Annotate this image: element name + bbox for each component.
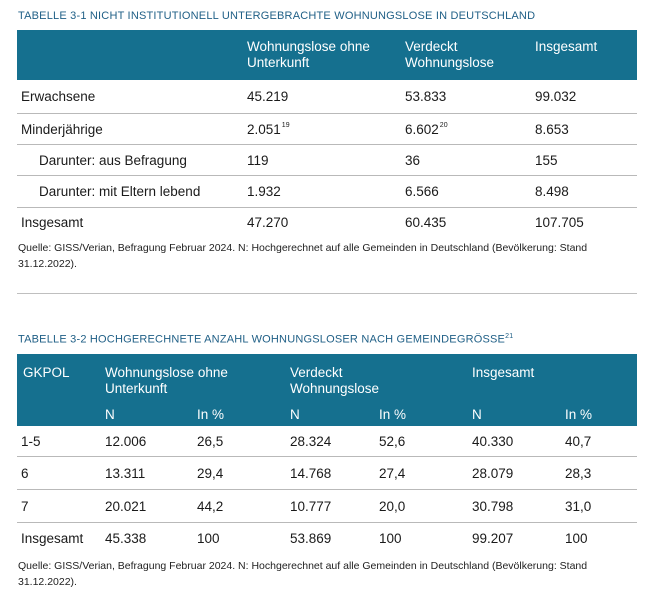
value-n: 40.330 bbox=[472, 433, 514, 449]
row-label: 1-5 bbox=[21, 433, 41, 449]
value-percent: 52,6 bbox=[379, 433, 406, 449]
subheader-percent: In % bbox=[379, 407, 407, 422]
table1-source: Quelle: GISS/Verian, Befragung Februar 2… bbox=[18, 242, 588, 270]
table2-source: Quelle: GISS/Verian, Befragung Februar 2… bbox=[18, 560, 588, 588]
value-verdeckt: 53.833 bbox=[405, 89, 447, 104]
value-n: 28.079 bbox=[472, 465, 514, 481]
value-ohne-unterkunft: 47.270 bbox=[247, 214, 289, 230]
value-n: 53.869 bbox=[290, 530, 332, 546]
row-label: Darunter: aus Befragung bbox=[39, 152, 187, 168]
value-percent: 26,5 bbox=[197, 433, 224, 449]
value-insgesamt: 99.032 bbox=[535, 89, 577, 104]
value-insgesamt: 8.498 bbox=[535, 184, 569, 199]
table-row: Insgesamt 45.338 100 53.869 100 99.207 1… bbox=[17, 523, 637, 553]
value-n: 20.021 bbox=[105, 498, 147, 514]
value-insgesamt: 107.705 bbox=[535, 214, 584, 230]
value-n: 99.207 bbox=[472, 530, 514, 546]
value-percent: 100 bbox=[197, 530, 220, 546]
value-n: 10.777 bbox=[290, 498, 332, 514]
value-n: 30.798 bbox=[472, 498, 514, 514]
divider bbox=[17, 293, 637, 294]
table2-header-unterkunft: Wohnungslose ohne Unterkunft bbox=[105, 365, 228, 396]
row-label: Insgesamt bbox=[21, 214, 84, 230]
row-label: Erwachsene bbox=[21, 89, 96, 104]
table1-header-unterkunft: Wohnungslose ohne Unterkunft bbox=[247, 39, 370, 70]
footnote-ref: 20 bbox=[439, 121, 448, 129]
value-n: 28.324 bbox=[290, 433, 332, 449]
table-row: 7 20.021 44,2 10.777 20,0 30.798 31,0 bbox=[17, 490, 637, 523]
value-verdeckt: 60.435 bbox=[405, 214, 447, 230]
value-n: 12.006 bbox=[105, 433, 147, 449]
subheader-percent: In % bbox=[565, 407, 593, 422]
value-ohne-unterkunft: 2.051 19 bbox=[247, 121, 290, 137]
subheader-n: N bbox=[105, 407, 115, 422]
table-row: 6 13.311 29,4 14.768 27,4 28.079 28,3 bbox=[17, 457, 637, 490]
row-label: 6 bbox=[21, 465, 29, 481]
table-row: Darunter: aus Befragung 119 36 155 bbox=[17, 145, 637, 176]
value-percent: 100 bbox=[565, 530, 588, 546]
table2: GKPOL Wohnungslose ohne Unterkunft Verde… bbox=[17, 354, 637, 553]
value-percent: 44,2 bbox=[197, 498, 224, 514]
subheader-n: N bbox=[290, 407, 300, 422]
table-row: Erwachsene 45.219 53.833 99.032 bbox=[17, 80, 637, 114]
footnote-ref: 19 bbox=[281, 121, 290, 129]
value-percent: 27,4 bbox=[379, 465, 406, 481]
table2-header-insgesamt: Insgesamt bbox=[472, 365, 535, 380]
value-percent: 28,3 bbox=[565, 465, 592, 481]
value-ohne-unterkunft: 119 bbox=[247, 152, 269, 168]
row-label: Darunter: mit Eltern lebend bbox=[39, 184, 201, 199]
value-n: 14.768 bbox=[290, 465, 332, 481]
table-row: Minderjährige 2.051 19 6.602 20 8.653 bbox=[17, 114, 637, 145]
table-row: Insgesamt 47.270 60.435 107.705 bbox=[17, 208, 637, 236]
value-percent: 20,0 bbox=[379, 498, 406, 514]
table2-header: GKPOL Wohnungslose ohne Unterkunft Verde… bbox=[17, 354, 637, 426]
subheader-percent: In % bbox=[197, 407, 225, 422]
value-insgesamt: 155 bbox=[535, 152, 558, 168]
value-n: 13.311 bbox=[105, 465, 146, 481]
value-percent: 31,0 bbox=[565, 498, 592, 514]
table1-header: Wohnungslose ohne Unterkunft Verdeckt Wo… bbox=[17, 30, 637, 80]
value-percent: 40,7 bbox=[565, 433, 592, 449]
value-insgesamt: 8.653 bbox=[535, 121, 569, 137]
table-row: 1-5 12.006 26,5 28.324 52,6 40.330 40,7 bbox=[17, 426, 637, 457]
value-ohne-unterkunft: 45.219 bbox=[247, 89, 289, 104]
value-verdeckt: 6.602 20 bbox=[405, 121, 448, 137]
table1-header-verdeckt: Verdeckt Wohnungslose bbox=[405, 39, 495, 70]
row-label: Minderjährige bbox=[21, 121, 103, 137]
value-verdeckt: 6.566 bbox=[405, 184, 439, 199]
value-n: 45.338 bbox=[105, 530, 147, 546]
table1-header-insgesamt: Insgesamt bbox=[535, 39, 598, 54]
table-row: Darunter: mit Eltern lebend 1.932 6.566 … bbox=[17, 176, 637, 208]
table1-caption: Tabelle 3-1 Nicht institutionell unterge… bbox=[18, 10, 536, 22]
table2-caption: Tabelle 3-2 Hochgerechnete Anzahl Wohnun… bbox=[18, 333, 514, 346]
value-verdeckt: 36 bbox=[405, 152, 421, 168]
footnote-ref: 21 bbox=[505, 333, 514, 340]
subheader-n: N bbox=[472, 407, 482, 422]
value-ohne-unterkunft: 1.932 bbox=[247, 184, 281, 199]
row-label: 7 bbox=[21, 498, 29, 514]
value-percent: 100 bbox=[379, 530, 402, 546]
value-percent: 29,4 bbox=[197, 465, 224, 481]
row-label: Insgesamt bbox=[21, 530, 84, 546]
table2-header-verdeckt: Verdeckt Wohnungslose bbox=[290, 365, 380, 396]
table2-header-gkpol: GKPOL bbox=[23, 365, 70, 380]
table1: Wohnungslose ohne Unterkunft Verdeckt Wo… bbox=[17, 30, 637, 236]
